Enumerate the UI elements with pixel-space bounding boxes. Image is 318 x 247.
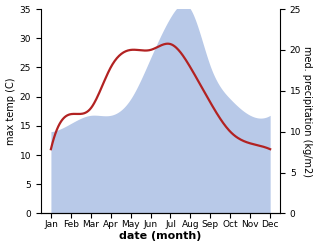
Y-axis label: med. precipitation (kg/m2): med. precipitation (kg/m2)	[302, 46, 313, 177]
Y-axis label: max temp (C): max temp (C)	[5, 78, 16, 145]
X-axis label: date (month): date (month)	[119, 231, 202, 242]
